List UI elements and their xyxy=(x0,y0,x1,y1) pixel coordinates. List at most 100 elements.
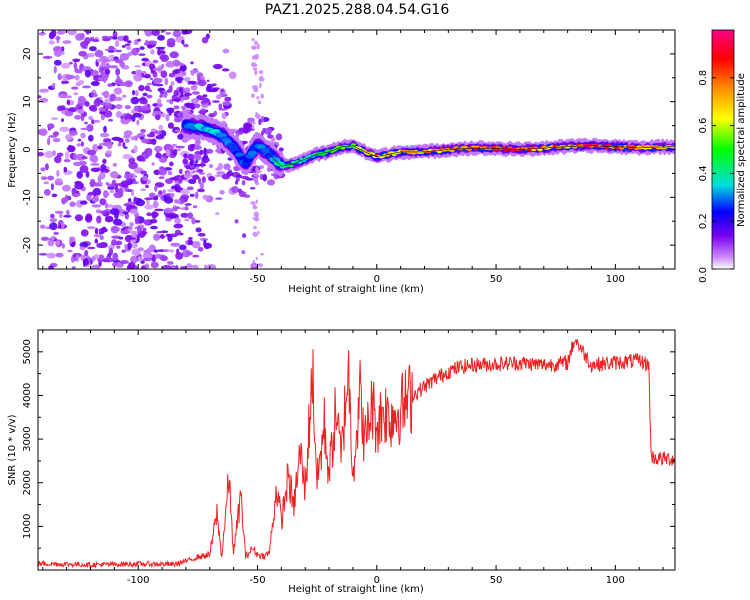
spectrogram-cell xyxy=(74,74,80,81)
spectrogram-cell xyxy=(55,36,61,40)
spectrogram-cell xyxy=(47,123,55,129)
spectrogram-cell xyxy=(67,249,73,253)
spectrogram-cell xyxy=(53,49,63,57)
spectrogram-cell xyxy=(166,110,175,114)
spectrogram-cell xyxy=(39,128,48,136)
spectrogram-cell xyxy=(165,217,172,222)
spectrogram-cell xyxy=(129,222,134,227)
snr-x-axis: -100 -50 0 50 100 xyxy=(42,330,664,586)
spectrogram-cell xyxy=(197,75,200,82)
spectrogram-cell xyxy=(256,96,260,100)
spectrogram-cell xyxy=(243,122,252,130)
spectrogram-cell xyxy=(253,171,256,177)
spectrogram-cell xyxy=(61,62,71,69)
spectrogram-cell xyxy=(150,49,155,55)
spectrogram-cell xyxy=(193,153,202,161)
spectrogram-cell xyxy=(143,74,151,79)
spectrogram-cell xyxy=(241,250,246,255)
spectrogram-cell xyxy=(254,70,258,76)
spectrogram-cell xyxy=(49,218,58,223)
spectrogram-cell xyxy=(48,135,58,138)
spectrogram-cell xyxy=(153,249,159,253)
spectrogram-cell xyxy=(97,145,103,150)
spectrogram-cell xyxy=(118,236,124,240)
spectrogram-cell xyxy=(198,177,201,185)
spectrogram-cell xyxy=(216,171,226,175)
spectrogram-cell xyxy=(252,259,255,265)
spectrogram-cell xyxy=(120,180,130,188)
spectrogram-cell xyxy=(73,92,79,96)
spectrogram-cell xyxy=(259,82,262,89)
spectrogram-cell xyxy=(86,226,96,230)
spectrogram-cell xyxy=(124,80,133,88)
spectrogram-cell xyxy=(105,68,111,75)
spectrogram-cell xyxy=(278,147,284,152)
spectrogram-cell xyxy=(124,105,131,110)
spectrogram-cell xyxy=(152,71,158,78)
spectrogram-cell xyxy=(158,156,168,163)
spectrogram-cell xyxy=(84,214,93,223)
spectrogram-cell xyxy=(77,138,82,142)
spectrogram-cell xyxy=(113,218,123,226)
spectrogram-cell xyxy=(154,130,162,135)
spectrogram-cell xyxy=(62,184,71,192)
spectrogram-cell xyxy=(75,33,85,41)
spectrogram-cell xyxy=(254,53,259,60)
spectrogram-cell xyxy=(133,145,138,153)
spectrogram-cell xyxy=(190,69,195,76)
spectrogram-cell xyxy=(204,264,208,269)
spectrogram-cell xyxy=(160,50,166,54)
spectrogram-cell xyxy=(466,148,472,152)
spectrogram-cell xyxy=(195,227,202,233)
spectrogram-cell xyxy=(254,40,258,46)
spectrogram-cell xyxy=(63,159,71,163)
spectrogram-cell xyxy=(154,83,164,87)
spectrogram-cell xyxy=(105,192,110,197)
spectrogram-cell xyxy=(125,138,130,143)
spectrogram-cell xyxy=(90,80,100,87)
spectrogram-cell xyxy=(107,50,115,53)
spectrogram-cell xyxy=(187,144,195,152)
spectrogram-cell xyxy=(254,181,258,185)
spectrogram-cell xyxy=(93,119,101,123)
spectrogram-cell xyxy=(138,84,145,92)
spectrogram-cell xyxy=(90,179,96,183)
colorbar-label: Normalized spectral amplitude xyxy=(736,73,747,227)
spectrogram-cell xyxy=(174,116,183,123)
spectrogram-cell xyxy=(188,80,197,85)
spectrogram-cell xyxy=(157,98,162,105)
spectrogram-cell xyxy=(56,240,61,246)
spectrogram-cell xyxy=(69,236,73,244)
spectrogram-cell xyxy=(625,144,631,148)
spectrogram-cell xyxy=(216,94,222,100)
spectrogram-cell xyxy=(161,264,172,269)
spectrogram-cell xyxy=(124,43,131,46)
spectrogram-cell xyxy=(106,141,113,144)
spectrogram-cell xyxy=(39,224,46,229)
spectrogram-cell xyxy=(204,243,209,250)
spectrogram-cell xyxy=(140,260,145,264)
spectrogram-cell xyxy=(128,262,136,269)
spectrogram-cell xyxy=(65,151,70,159)
spectrogram-cell xyxy=(84,69,92,78)
spectrogram-cell xyxy=(258,70,264,75)
spectrogram-cell xyxy=(146,94,153,99)
spectrogram-cell xyxy=(173,105,180,110)
spectrogram-cell xyxy=(154,182,165,188)
spectrogram-cell xyxy=(76,108,85,114)
spectrogram-cell xyxy=(258,118,262,126)
spectrogram-cell xyxy=(133,73,143,82)
spectrogram-cell xyxy=(112,253,119,261)
spectrogram-cell xyxy=(222,101,231,106)
spectrogram-cell xyxy=(197,232,206,237)
spectrogram-cell xyxy=(66,209,70,216)
spectrogram-cell xyxy=(61,80,66,85)
spectrogram-cell xyxy=(116,245,121,249)
spectrogram-cell xyxy=(492,148,498,152)
spectrogram-cell xyxy=(81,156,88,160)
spectrogram-cell xyxy=(123,173,134,180)
spectrogram-cell xyxy=(47,175,55,181)
spectrogram-cell xyxy=(640,144,646,148)
spectrogram-cell xyxy=(58,51,65,55)
spectrogram-cell xyxy=(109,189,115,194)
